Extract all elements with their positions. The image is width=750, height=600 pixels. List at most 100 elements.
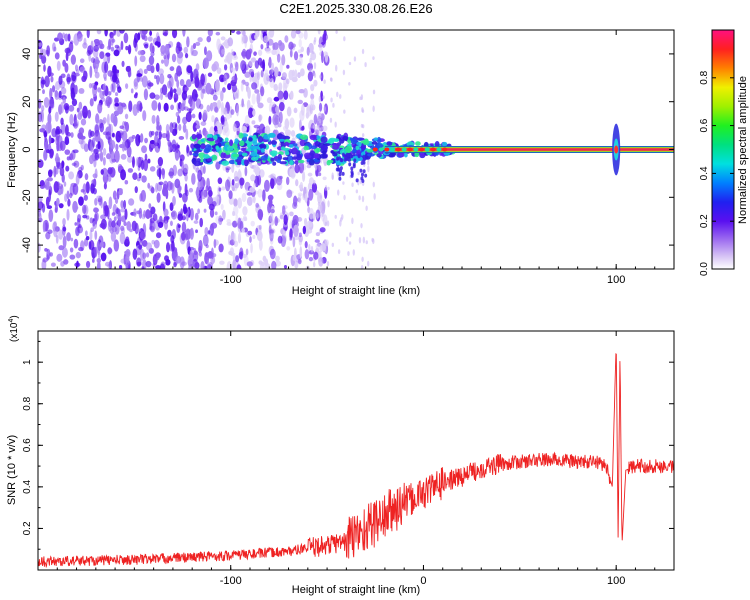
heatmap-noise-cell (42, 184, 47, 189)
heatmap-noise-cell (190, 99, 196, 111)
heatmap-noise-cell (104, 30, 108, 37)
heatmap-noise-cell (260, 43, 264, 50)
spectrogram-panel: -100 100 -40 -20 0 20 40 Height of straight li… (6, 29, 675, 297)
heatmap-noise-cell (56, 60, 61, 71)
heatmap-noise-cell (54, 111, 59, 122)
heatmap-noise-cell (250, 196, 256, 202)
heatmap-noise-cell (67, 33, 71, 42)
heatmap-noise-cell (143, 88, 149, 101)
heatmap-noise-cell (195, 124, 201, 129)
heatmap-noise-cell (185, 111, 192, 123)
heatmap-noise-cell (227, 37, 234, 47)
heatmap-noise-cell (207, 72, 213, 77)
heatmap-signal-cell (252, 134, 257, 141)
heatmap-noise-cell (322, 95, 325, 100)
heatmap-noise-cell (312, 50, 315, 55)
heatmap-noise-cell (121, 130, 128, 142)
heatmap-noise-cell (268, 61, 271, 67)
heatmap-noise-cell (73, 119, 80, 128)
heatmap-noise-cell (53, 165, 57, 178)
heatmap-noise-cell (292, 201, 298, 210)
heatmap-noise-cell (123, 32, 129, 44)
heatmap-noise-cell (362, 236, 366, 244)
heatmap-noise-cell (220, 115, 225, 126)
heatmap-noise-cell (193, 250, 198, 256)
heatmap-noise-cell (120, 208, 126, 213)
heatmap-noise-cell (107, 52, 111, 64)
heatmap-noise-cell (298, 56, 303, 66)
heatmap-noise-cell (107, 247, 113, 254)
heatmap-noise-cell (150, 51, 155, 57)
heatmap-noise-cell (339, 94, 342, 99)
heatmap-noise-cell (203, 46, 207, 56)
heatmap-signal-cell (241, 135, 248, 143)
heatmap-noise-cell (105, 131, 112, 140)
heatmap-noise-cell (82, 183, 87, 196)
heatmap-signal-cell (228, 159, 236, 165)
heatmap-noise-cell (248, 48, 253, 54)
heatmap-noise-cell (54, 207, 58, 213)
heatmap-noise-cell (310, 93, 315, 100)
heatmap-noise-cell (69, 113, 74, 126)
heatmap-noise-cell (62, 218, 66, 226)
heatmap-noise-cell (171, 30, 178, 39)
heatmap-noise-cell (53, 220, 57, 227)
heatmap-noise-cell (273, 83, 278, 92)
heatmap-noise-cell (271, 49, 277, 56)
heatmap-noise-cell (120, 258, 127, 264)
heatmap-noise-cell (250, 243, 253, 254)
heatmap-noise-cell (221, 48, 225, 55)
heatmap-noise-cell (310, 98, 315, 110)
heatmap-noise-cell (269, 78, 275, 89)
heatmap-noise-cell (89, 140, 94, 153)
heatmap-noise-cell (313, 251, 319, 260)
heatmap-noise-cell (161, 132, 168, 139)
heatmap-noise-cell (275, 255, 280, 262)
heatmap-noise-cell (61, 173, 65, 183)
heatmap-noise-cell (56, 253, 63, 262)
heatmap-noise-cell (156, 192, 161, 203)
heatmap-noise-cell (268, 197, 273, 208)
heatmap-noise-cell (173, 262, 177, 268)
heatmap-noise-cell (322, 125, 328, 132)
spectrogram-x-label: Height of straight line (km) (292, 285, 420, 297)
heatmap-noise-cell (145, 242, 153, 251)
heatmap-noise-cell (160, 87, 164, 94)
heatmap-noise-cell (260, 69, 264, 78)
heatmap-noise-cell (205, 244, 209, 249)
heatmap-noise-cell (134, 186, 138, 194)
heatmap-signal-cell (211, 148, 217, 152)
heatmap-noise-cell (125, 65, 131, 73)
heatmap-noise-cell (150, 186, 155, 194)
heatmap-noise-cell (97, 141, 101, 150)
heatmap-noise-cell (361, 48, 365, 55)
heatmap-noise-cell (141, 266, 145, 269)
heatmap-noise-cell (295, 30, 301, 35)
heatmap-signal-cell (258, 143, 267, 150)
heatmap-noise-cell (306, 46, 310, 56)
heatmap-noise-cell (198, 245, 202, 254)
heatmap-signal-cell (273, 155, 278, 162)
heatmap-noise-cell (112, 80, 116, 93)
heatmap-noise-cell (221, 87, 226, 93)
heatmap-noise-cell (107, 91, 112, 96)
heatmap-noise-cell (318, 127, 322, 131)
heatmap-noise-cell (115, 92, 119, 97)
heatmap-noise-cell (125, 45, 129, 51)
heatmap-noise-cell (131, 220, 137, 232)
snr-y-tick-label: 0.6 (22, 438, 33, 452)
heatmap-noise-cell (191, 173, 196, 185)
heatmap-noise-cell (93, 44, 99, 52)
heatmap-noise-cell (38, 196, 43, 203)
heatmap-noise-cell (116, 69, 120, 74)
heatmap-noise-cell (258, 224, 262, 230)
heatmap-noise-cell (246, 192, 252, 196)
heatmap-noise-cell (298, 38, 302, 48)
heatmap-noise-cell (47, 169, 53, 178)
heatmap-noise-cell (210, 222, 218, 229)
heatmap-noise-cell (365, 240, 368, 245)
heatmap-noise-cell (56, 141, 60, 152)
heatmap-signal-cell (238, 132, 244, 139)
heatmap-noise-cell (123, 199, 127, 210)
heatmap-noise-cell (175, 142, 179, 154)
